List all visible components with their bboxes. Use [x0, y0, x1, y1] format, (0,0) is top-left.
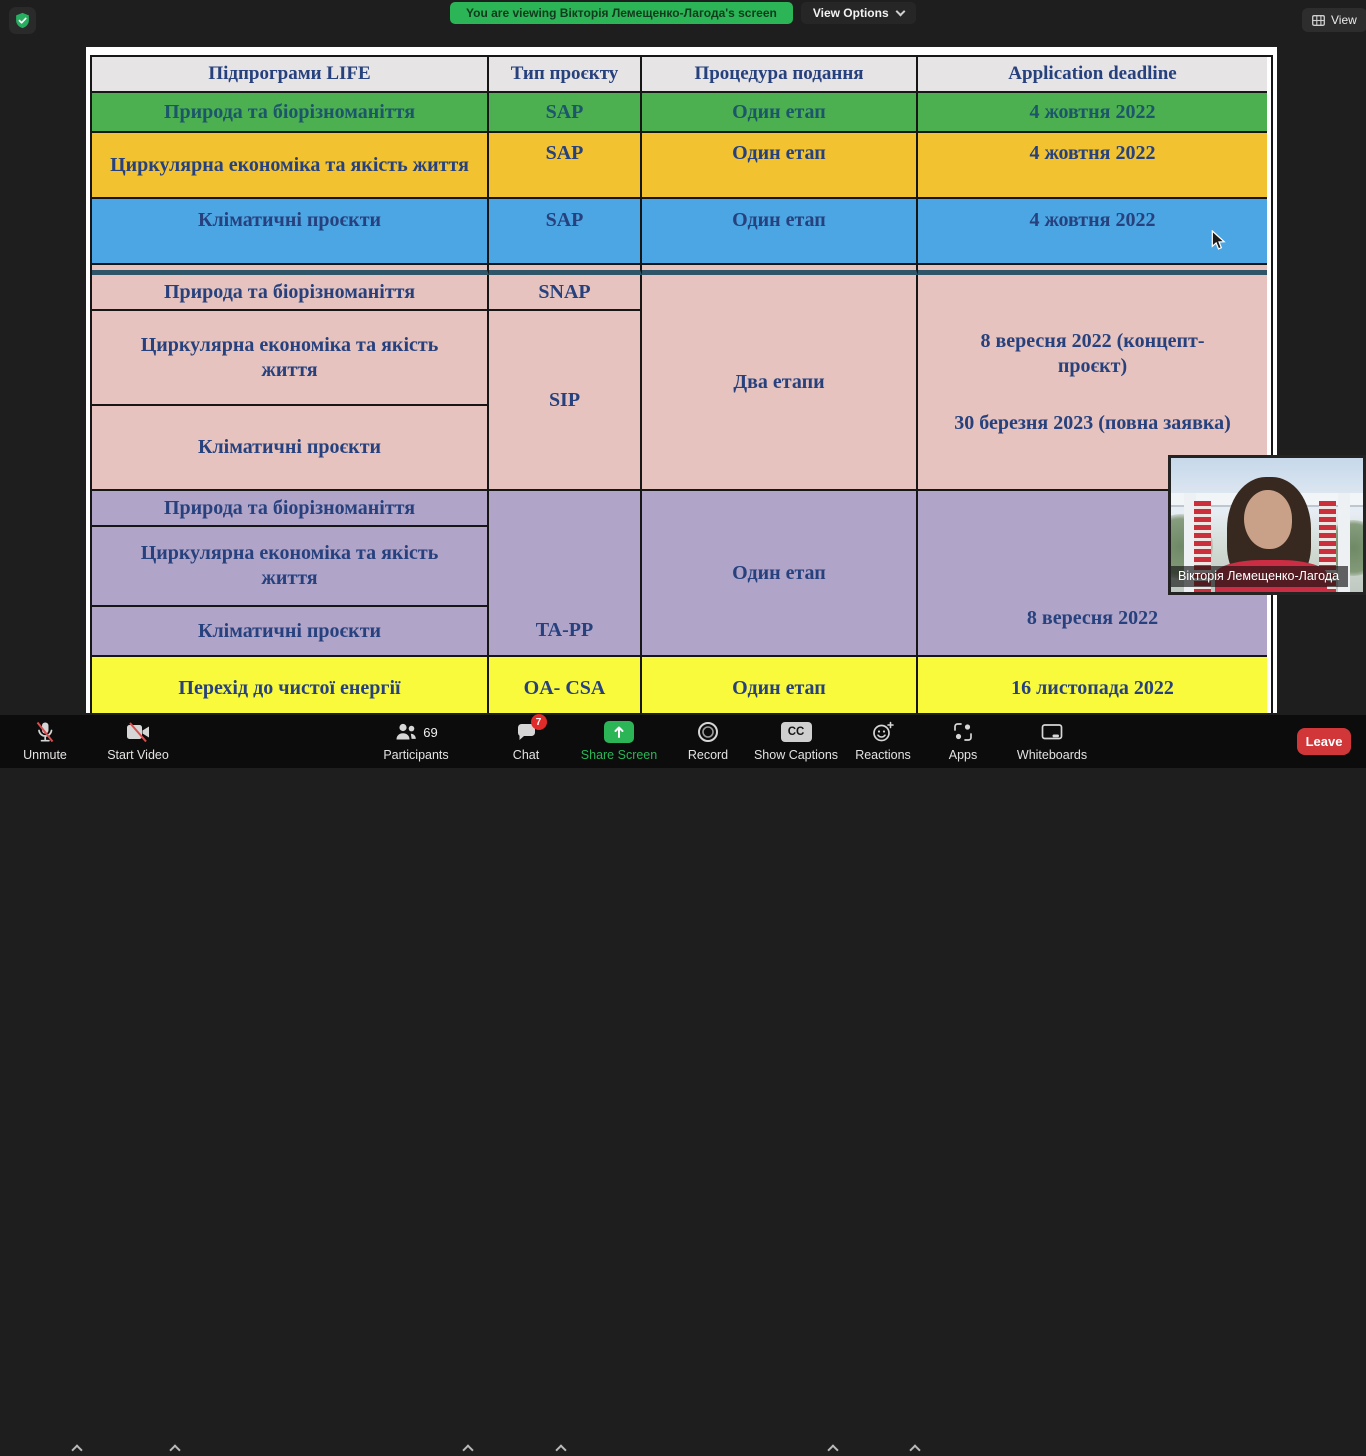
participant-name-label: Вікторія Лемещенко-Лагода — [1171, 566, 1349, 587]
view-button-label: View — [1331, 13, 1357, 27]
participants-icon — [396, 723, 417, 740]
show-captions-label: Show Captions — [753, 748, 839, 762]
participant-video-thumbnail[interactable]: Вікторія Лемещенко-Лагода — [1168, 455, 1366, 595]
video-options-chevron-icon[interactable] — [169, 1444, 181, 1456]
cell-deadline: 4 жовтня 2022 — [918, 133, 1267, 199]
view-button[interactable]: View — [1302, 8, 1366, 32]
meeting-top-bar: You are viewing Вікторія Лемещенко-Лагод… — [0, 0, 1366, 40]
cell-subprogramme: Природа та біорізноманіття — [92, 491, 489, 527]
cell-subprogramme: Кліматичні проєкти — [92, 406, 489, 491]
start-video-button[interactable]: Start Video — [93, 719, 183, 762]
reactions-options-chevron-icon[interactable] — [909, 1444, 921, 1456]
unmute-options-chevron-icon[interactable] — [71, 1444, 83, 1456]
record-icon — [698, 722, 718, 742]
cell-type: SAP — [489, 93, 642, 133]
cell-subprogramme: Природа та біорізноманіття — [92, 93, 489, 133]
mic-muted-icon — [36, 721, 54, 743]
cell-type: SAP — [489, 199, 642, 265]
whiteboards-label: Whiteboards — [1016, 748, 1088, 762]
grid-view-icon — [1312, 14, 1325, 26]
camera-muted-icon — [127, 722, 149, 743]
chat-unread-badge: 7 — [530, 714, 547, 730]
section-separator — [92, 265, 489, 275]
cell-subprogramme: Кліматичні проєкти — [92, 199, 489, 265]
cell-procedure-merged: Один етап — [642, 491, 918, 657]
cell-type: OA- CSA — [489, 657, 642, 713]
reactions-button[interactable]: Reactions — [838, 719, 928, 762]
cell-deadline: 4 жовтня 2022 — [918, 199, 1267, 265]
participants-count: 69 — [423, 724, 438, 740]
whiteboards-button[interactable]: Whiteboards — [1007, 719, 1097, 762]
apps-icon — [954, 723, 972, 741]
unmute-label: Unmute — [23, 748, 67, 762]
cell-type: SNAP — [489, 275, 642, 311]
viewing-banner: You are viewing Вікторія Лемещенко-Лагод… — [450, 2, 793, 24]
cell-subprogramme: Циркулярна економіка та якість життя — [92, 311, 489, 406]
cell-deadline: 4 жовтня 2022 — [918, 93, 1267, 133]
view-options-label: View Options — [812, 6, 889, 20]
cell-subprogramme: Перехід до чистої енергії — [92, 657, 489, 713]
chat-button[interactable]: 7 Chat — [481, 714, 571, 762]
closed-captions-icon: CC — [780, 722, 812, 742]
section-separator — [918, 265, 1267, 275]
participants-button[interactable]: 69 Participants — [371, 719, 461, 762]
deadline-full-application: 30 березня 2023 (повна заявка) — [954, 411, 1231, 434]
apps-button[interactable]: Apps — [918, 719, 1008, 762]
whiteboard-icon — [1041, 723, 1063, 739]
record-label: Record — [687, 748, 729, 762]
cell-deadline: 16 листопада 2022 — [918, 657, 1267, 713]
col-header-deadline: Application deadline — [918, 57, 1267, 93]
col-header-procedure: Процедура подання — [642, 57, 918, 93]
cell-subprogramme: Кліматичні проєкти — [92, 607, 489, 657]
mouse-cursor — [1211, 229, 1226, 256]
section-separator — [489, 265, 642, 275]
section-separator — [642, 265, 918, 275]
cell-subprogramme: Циркулярна економіка та якість життя — [92, 133, 489, 199]
cell-procedure: Один етап — [642, 199, 918, 265]
col-header-subprogramme: Підпрограми LIFE — [92, 57, 489, 93]
unmute-button[interactable]: Unmute — [0, 719, 90, 762]
shield-check-icon — [16, 12, 29, 29]
cell-procedure: Один етап — [642, 657, 918, 713]
chat-icon — [517, 724, 535, 740]
participants-options-chevron-icon[interactable] — [462, 1444, 474, 1456]
chevron-down-icon — [895, 6, 906, 17]
share-screen-icon — [604, 721, 634, 743]
view-options-button[interactable]: View Options — [800, 2, 916, 24]
share-screen-label: Share Screen — [580, 748, 658, 762]
participants-label: Participants — [383, 748, 449, 762]
cell-subprogramme: Природа та біорізноманіття — [92, 275, 489, 311]
meeting-toolbar: Unmute Start Video 69 Participants — [0, 714, 1366, 1456]
start-video-label: Start Video — [107, 748, 169, 762]
record-button[interactable]: Record — [663, 719, 753, 762]
security-shield-icon[interactable] — [9, 7, 36, 34]
cell-procedure: Один етап — [642, 133, 918, 199]
share-screen-button[interactable]: Share Screen — [574, 719, 664, 762]
cell-procedure-merged: Два етапи — [642, 275, 918, 491]
chat-label: Chat — [512, 748, 540, 762]
apps-label: Apps — [948, 748, 978, 762]
reactions-label: Reactions — [855, 748, 911, 762]
cell-type: SAP — [489, 133, 642, 199]
life-subprogrammes-table: Підпрограми LIFE Тип проєкту Процедура п… — [90, 55, 1273, 713]
cell-procedure: Один етап — [642, 93, 918, 133]
captions-options-chevron-icon[interactable] — [827, 1444, 839, 1456]
show-captions-button[interactable]: CC Show Captions — [746, 719, 846, 762]
reactions-smiley-icon — [873, 721, 894, 742]
col-header-project-type: Тип проєкту — [489, 57, 642, 93]
cell-type-merged: SIP — [489, 311, 642, 491]
leave-button[interactable]: Leave — [1297, 728, 1351, 755]
cell-type-merged: TA-PP — [489, 491, 642, 657]
deadline-concept: 8 вересня 2022 (концепт-проєкт) — [980, 329, 1205, 377]
cell-subprogramme: Циркулярна економіка та якість життя — [92, 527, 489, 607]
chat-options-chevron-icon[interactable] — [555, 1444, 567, 1456]
shared-screen-slide: Підпрограми LIFE Тип проєкту Процедура п… — [86, 47, 1277, 713]
